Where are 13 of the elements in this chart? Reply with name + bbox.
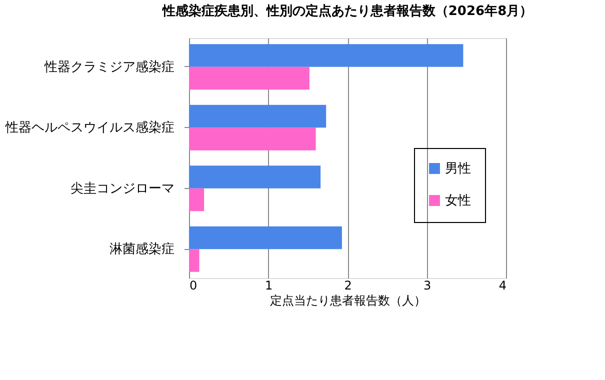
y-tick-label: 性器クラミジア感染症 xyxy=(44,60,174,75)
x-axis-title: 定点当たり患者報告数（人） xyxy=(270,294,426,308)
x-tick-label: 1 xyxy=(264,278,273,292)
x-tick-label: 3 xyxy=(423,278,432,292)
y-tick-label: 淋菌感染症 xyxy=(110,242,174,258)
x-tick-label: 4 xyxy=(498,278,506,292)
x-tick-label: 2 xyxy=(344,278,352,292)
legend-label: 女性 xyxy=(445,194,471,208)
y-tick-label: 性器ヘルペスウイルス感染症 xyxy=(4,120,174,136)
x-tick-label: 0 xyxy=(190,278,198,292)
legend-label: 男性 xyxy=(445,162,471,176)
y-tick-label: 尖圭コンジローマ xyxy=(70,181,174,196)
chart-title: 性感染症疾患別、性別の定点あたり患者報告数（2026年8月） xyxy=(161,3,533,19)
